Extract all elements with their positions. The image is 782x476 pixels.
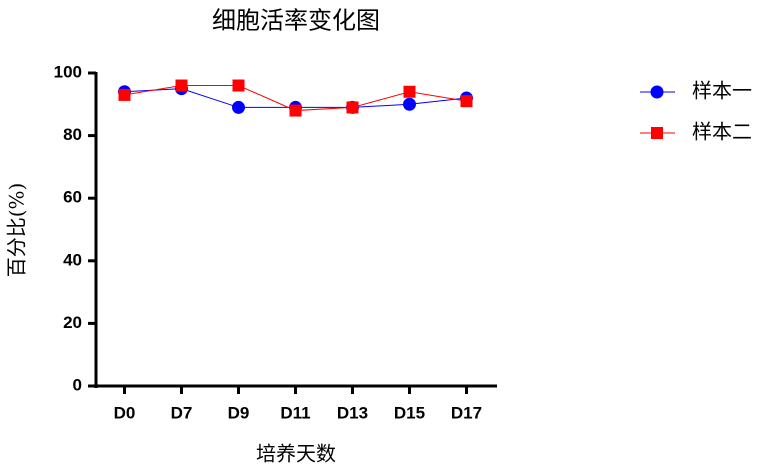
data-point — [232, 79, 245, 92]
y-tick-label: 100 — [54, 62, 82, 81]
legend-label: 样本二 — [692, 120, 752, 144]
x-tick-label: D11 — [280, 403, 310, 422]
y-tick-label: 40 — [63, 250, 82, 269]
x-tick-label: D13 — [337, 403, 368, 422]
x-tick-label: D9 — [228, 403, 250, 422]
y-tick-label: 20 — [63, 313, 82, 332]
y-axis-label: 百分比(%) — [5, 183, 29, 278]
data-point — [403, 97, 416, 111]
legend-marker — [651, 127, 663, 139]
legend-label: 样本一 — [692, 79, 752, 103]
x-axis-label: 培养天数 — [256, 442, 336, 466]
y-tick-label: 0 — [73, 375, 82, 394]
chart-title: 细胞活率变化图 — [212, 7, 380, 35]
data-point — [289, 104, 302, 117]
y-tick-label: 80 — [63, 125, 82, 144]
x-tick-label: D0 — [114, 403, 136, 422]
x-tick-label: D17 — [451, 403, 482, 422]
data-point — [175, 79, 188, 92]
y-tick-label: 60 — [63, 188, 82, 207]
x-tick-label: D7 — [171, 403, 193, 422]
data-point — [460, 95, 473, 108]
legend-marker — [650, 85, 664, 99]
data-point — [118, 88, 131, 101]
data-point — [403, 85, 416, 98]
data-point — [232, 100, 245, 114]
data-point — [346, 101, 359, 114]
x-tick-label: D15 — [394, 403, 425, 422]
